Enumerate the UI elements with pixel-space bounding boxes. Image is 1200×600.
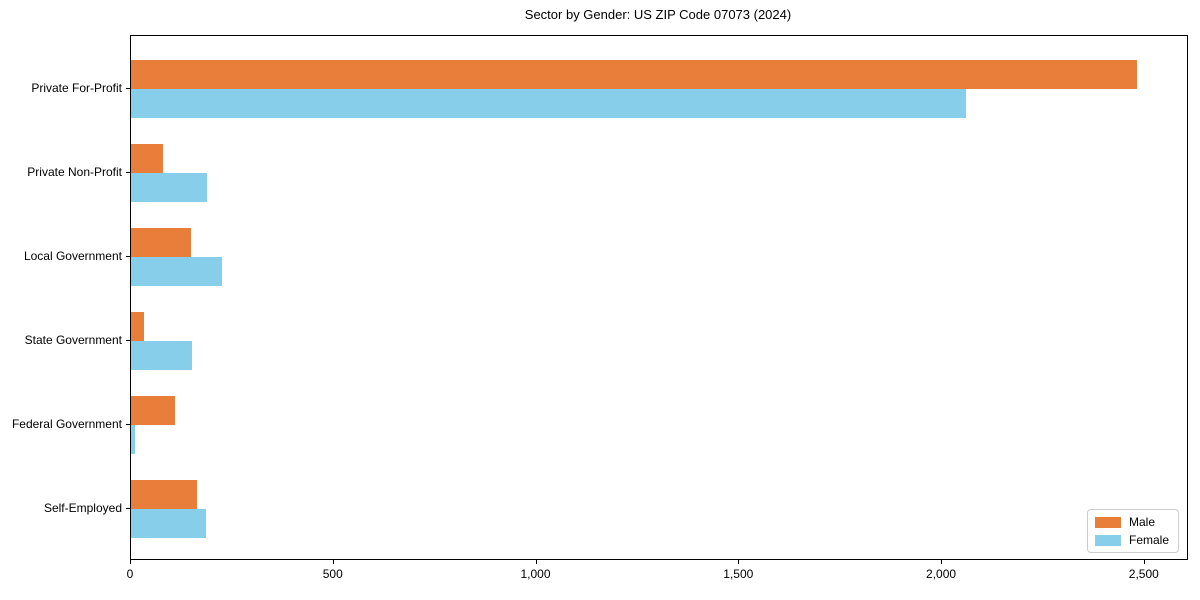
x-axis-label-1500: 1,500	[723, 567, 754, 581]
legend-label-male: Male	[1128, 515, 1155, 529]
bar-male-self-employed	[131, 480, 198, 509]
bar-female-local-government	[131, 257, 223, 286]
x-axis-tick	[332, 560, 334, 564]
bar-male-private-non-profit	[131, 144, 163, 173]
legend-label-female: Female	[1128, 533, 1169, 547]
legend: Male Female	[1086, 509, 1179, 553]
y-axis-tick	[126, 172, 130, 173]
y-axis-label-federal-government: Federal Government	[11, 417, 122, 431]
y-axis-label-private-non-profit: Private Non-Profit	[27, 165, 122, 179]
x-axis-tick	[1143, 560, 1145, 564]
y-axis-tick	[126, 424, 130, 425]
x-axis-label-500: 500	[322, 567, 343, 581]
y-axis-label-state-government: State Government	[24, 333, 122, 347]
x-axis-label-2500: 2,500	[1128, 567, 1159, 581]
x-axis-label-1000: 1,000	[520, 567, 551, 581]
bar-female-federal-government	[131, 425, 136, 454]
y-axis-label-private-for-profit: Private For-Profit	[31, 81, 122, 95]
bar-female-state-government	[131, 341, 192, 370]
legend-entry-male: Male	[1094, 515, 1169, 529]
bar-male-state-government	[131, 312, 145, 341]
y-axis-tick	[126, 508, 130, 509]
plot-area: Male Female	[130, 35, 1188, 560]
bar-male-federal-government	[131, 396, 176, 425]
x-axis-tick	[738, 560, 740, 564]
legend-swatch-male	[1094, 516, 1121, 528]
legend-swatch-female	[1094, 534, 1121, 546]
bar-male-private-for-profit	[131, 60, 1137, 89]
bar-female-private-for-profit	[131, 89, 967, 118]
x-axis-label-2000: 2,000	[926, 567, 957, 581]
y-axis-tick	[126, 88, 130, 89]
y-axis-tick	[126, 340, 130, 341]
bar-male-local-government	[131, 228, 192, 257]
x-axis-label-0: 0	[126, 567, 134, 581]
legend-entry-female: Female	[1094, 533, 1169, 547]
x-axis-tick	[941, 560, 943, 564]
y-axis-label-self-employed: Self-Employed	[43, 501, 122, 515]
x-axis-tick	[535, 560, 537, 564]
y-axis-tick	[126, 256, 130, 257]
x-axis-tick	[130, 560, 131, 564]
chart-title: Sector by Gender: US ZIP Code 07073 (202…	[524, 7, 792, 22]
bar-female-self-employed	[131, 509, 207, 538]
y-axis-label-local-government: Local Government	[23, 249, 122, 263]
bar-female-private-non-profit	[131, 173, 207, 202]
